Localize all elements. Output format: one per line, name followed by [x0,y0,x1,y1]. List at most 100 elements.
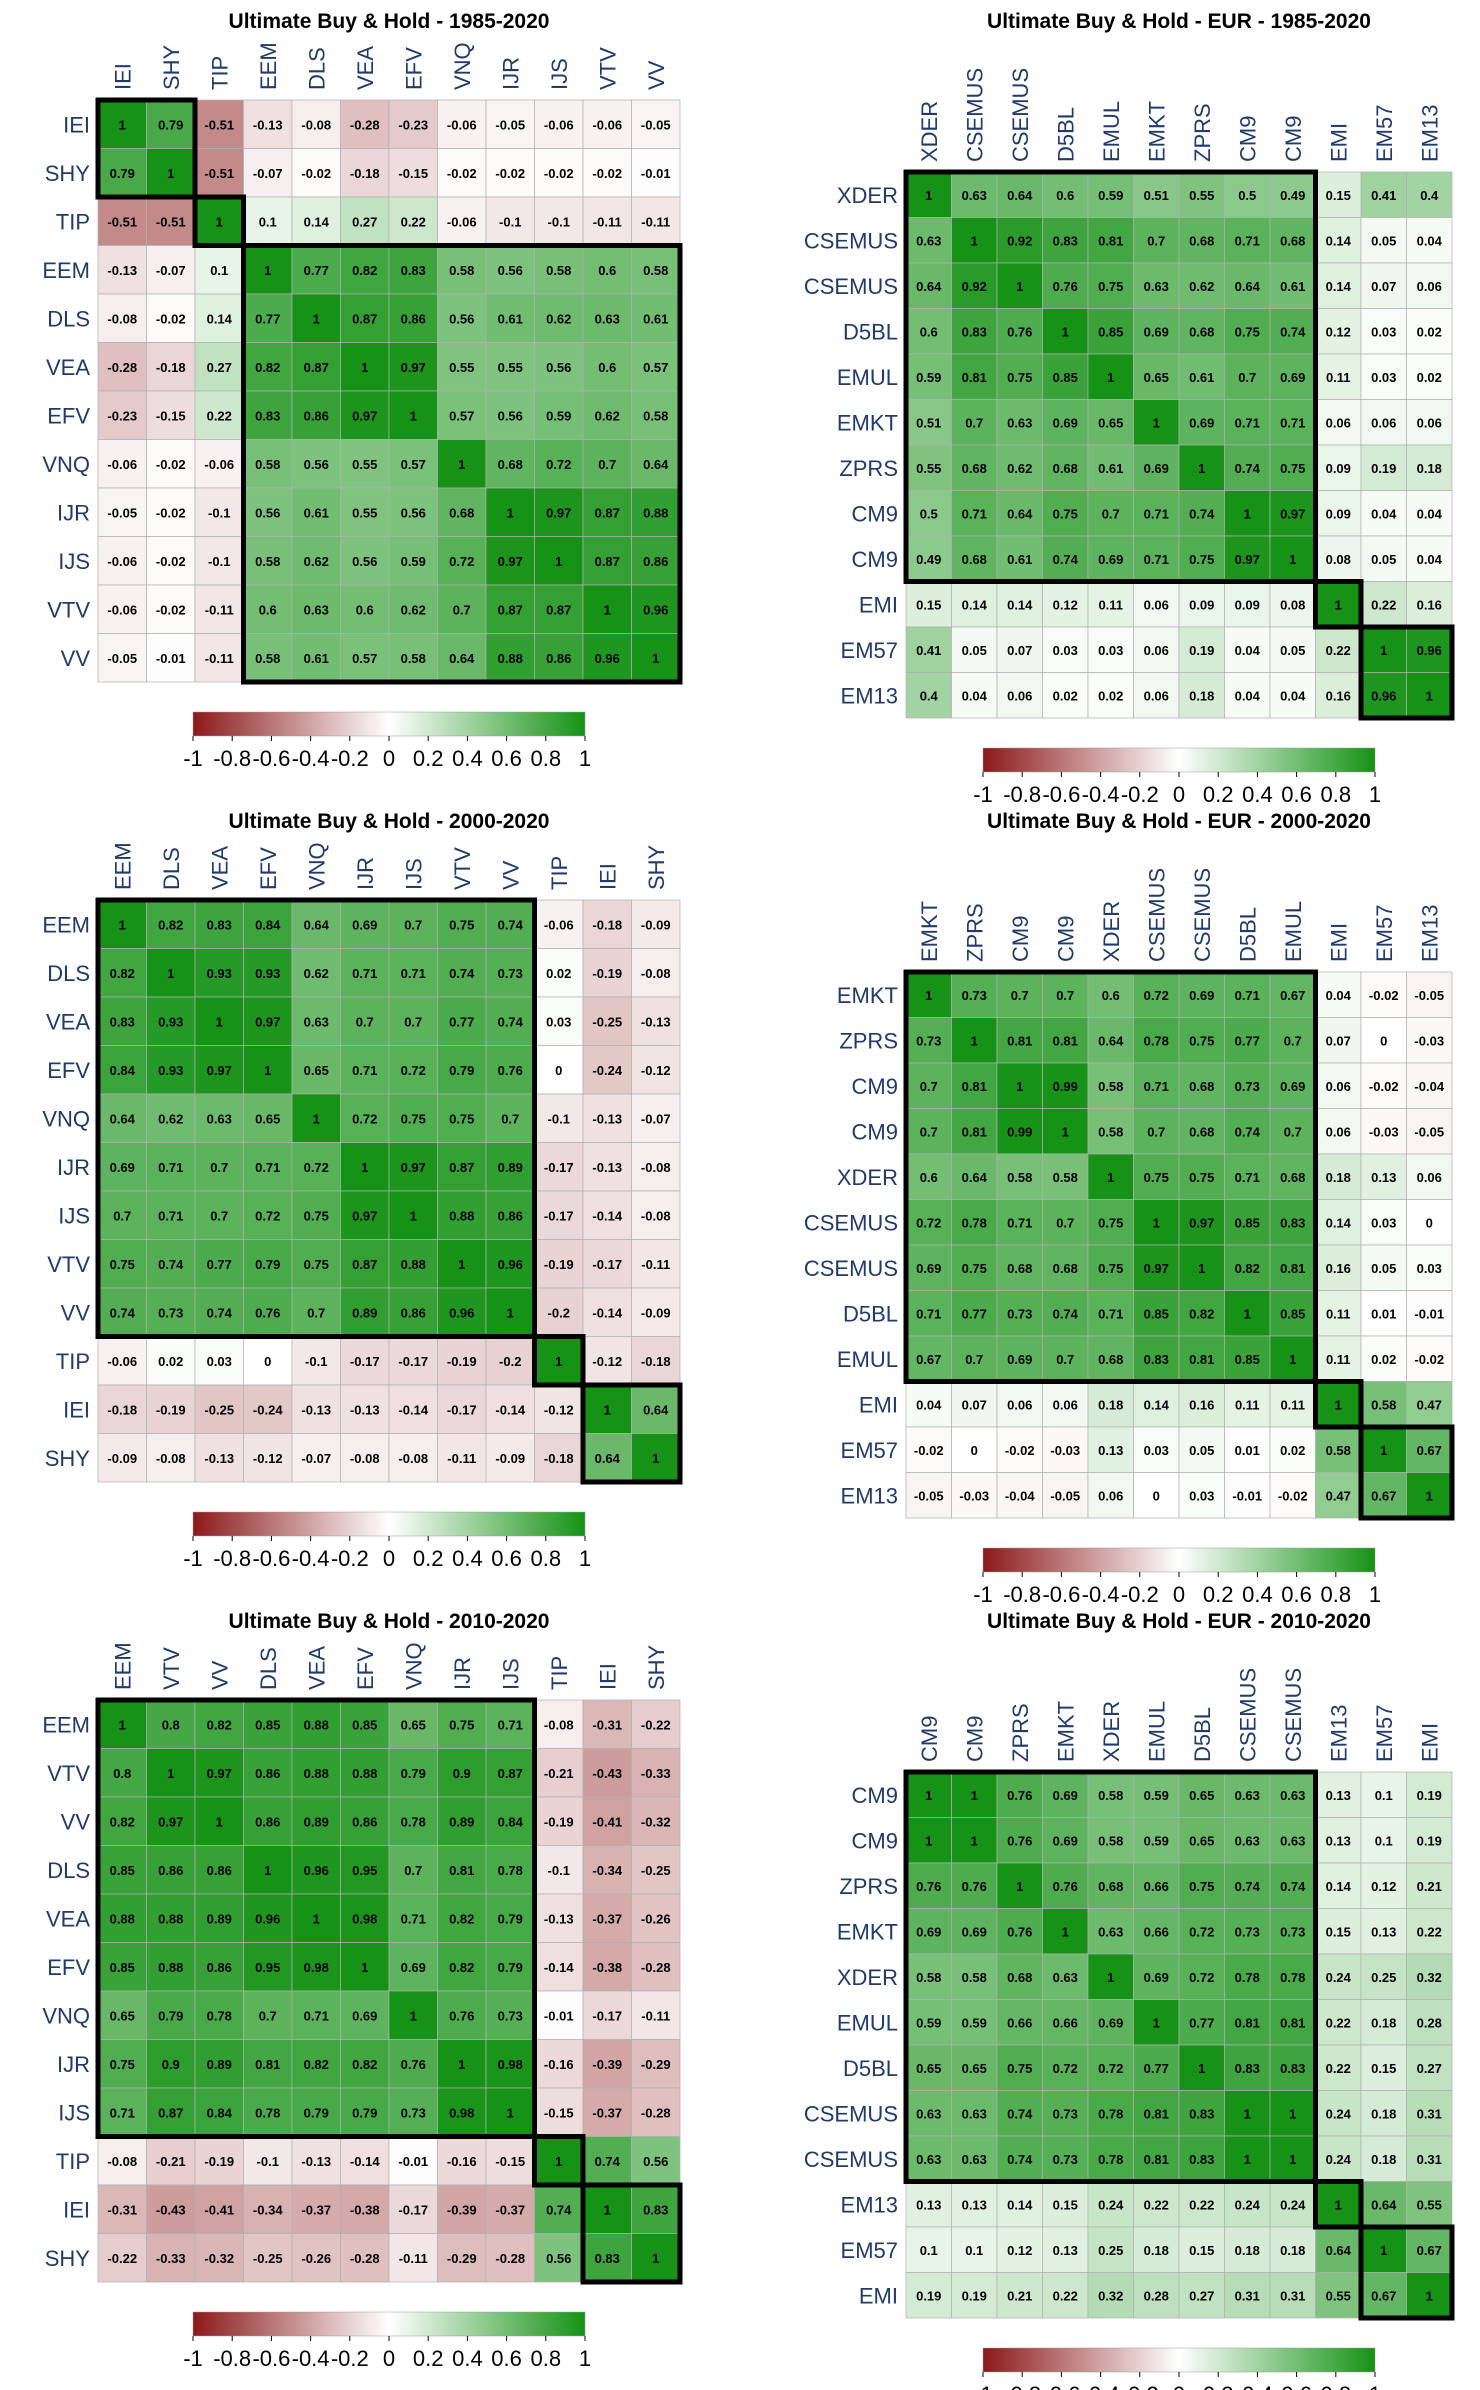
cell-value: 1 [604,602,611,617]
heatmap-cell [1042,626,1089,673]
cell-value: 0.14 [207,311,233,326]
cell-value: 1 [313,1911,320,1926]
cell-value: 1 [507,2105,514,2120]
heatmap-cell [146,1699,196,1749]
cell-value: 0.87 [546,602,571,617]
cell-value: 0.15 [1326,188,1351,203]
cell-value: 0.7 [113,1208,131,1223]
cell-value: 0.96 [595,651,620,666]
row-label: VEA [46,355,90,380]
cell-value: -0.13 [592,1160,622,1175]
heatmap-cell [1178,353,1225,400]
cell-value: 0.81 [1280,1261,1305,1276]
heatmap-cell [146,1942,196,1992]
cell-value: -0.02 [156,602,186,617]
cell-value: 0.1 [1375,1788,1393,1803]
heatmap-cell [1406,1335,1453,1382]
heatmap-cell [1406,1953,1453,2000]
cell-value: 0.03 [207,1354,232,1369]
cell-value: 0.7 [210,1160,228,1175]
cell-value: 0.83 [1144,1352,1169,1367]
cell-value: -0.19 [544,1257,574,1272]
cell-value: 0.04 [1326,988,1352,1003]
cluster-box [1313,1379,1364,1430]
heatmap-cell [905,2135,952,2182]
heatmap-cell [243,1045,293,1095]
cell-value: 0.55 [1417,2197,1442,2212]
heatmap-cell [905,1426,952,1473]
heatmap-cell [437,2039,487,2089]
heatmap-cell [1178,672,1225,719]
heatmap-cell [243,1384,293,1434]
colorbar-tick-label: -0.6 [1042,1582,1080,1607]
heatmap-cell [1224,171,1271,218]
cell-value: 0.1 [210,263,228,278]
cell-value: 0.06 [1144,643,1169,658]
cell-value: 0.74 [110,1305,136,1320]
heatmap-cell [97,1093,147,1143]
cell-value: 0.68 [1053,461,1078,476]
heatmap-cell [388,2039,438,2089]
cell-value: 0.58 [1371,1397,1396,1412]
row-label: ZPRS [839,456,898,481]
heatmap-cell [97,1045,147,1095]
cell-value: 0.07 [962,1397,987,1412]
column-label: EM57 [1372,905,1397,962]
heatmap-cell [1133,1108,1180,1155]
cell-value: 1 [1244,1306,1251,1321]
heatmap-cell [1360,971,1407,1018]
heatmap-cell [1406,1290,1453,1337]
heatmap-cell [1224,1426,1271,1473]
heatmap-cell [996,535,1043,582]
cell-value: 0.58 [1098,1079,1123,1094]
heatmap-cell [388,2184,438,2234]
cell-value: -0.28 [495,2251,525,2266]
cell-value: 0.59 [916,2015,941,2030]
cell-value: 0.79 [158,117,183,132]
cell-value: -0.02 [156,457,186,472]
chart-title: Ultimate Buy & Hold - EUR - 1985-2020 [987,10,1371,33]
row-label: EEM [42,1712,90,1737]
cell-value: 0.7 [453,602,471,617]
cell-value: 0.81 [1144,2152,1169,2167]
heatmap-cell [951,353,998,400]
heatmap-cell [534,1190,584,1240]
cell-value: 0.07 [1371,279,1396,294]
cell-value: 0.69 [1144,324,1169,339]
row-label: DLS [47,1858,90,1883]
cell-value: 0.72 [1098,2061,1123,2076]
cell-value: -0.31 [107,2202,137,2217]
heatmap-cell [631,245,681,295]
cell-value: 0.7 [1056,1215,1074,1230]
colorbar-tick-label: 1 [579,2346,591,2371]
cell-value: 0.75 [1189,552,1214,567]
cell-value: -0.38 [350,2202,380,2217]
heatmap-cell [194,1384,244,1434]
cell-value: 0.19 [916,2288,941,2303]
heatmap-cell [1224,971,1271,1018]
cell-value: 0.64 [962,1170,988,1185]
cell-value: -0.01 [1414,1306,1444,1321]
cell-value: 0.03 [1417,1261,1442,1276]
cell-value: 0.73 [1235,1079,1260,1094]
cell-value: 0.97 [1189,1215,1214,1230]
heatmap-cell [340,1699,390,1749]
cell-value: 0.55 [1326,2288,1351,2303]
heatmap-cell [388,487,438,537]
heatmap-cell [905,1062,952,1109]
heatmap-cell [951,2226,998,2273]
heatmap-cell [582,2136,632,2186]
heatmap-cell [146,633,196,683]
heatmap-cell [905,672,952,719]
heatmap-cell [631,439,681,489]
heatmap-cell [996,308,1043,355]
cell-value: 0.13 [916,2197,941,2212]
colorbar-tick-label: -0.8 [213,746,251,771]
cluster-box [903,969,1318,1384]
cell-value: 0.9 [453,1766,471,1781]
cell-value: 0.74 [498,917,524,932]
column-label: EEM [256,42,281,90]
cell-value: 0.93 [255,966,280,981]
heatmap-cell [1315,1244,1362,1291]
heatmap-cell [388,390,438,440]
